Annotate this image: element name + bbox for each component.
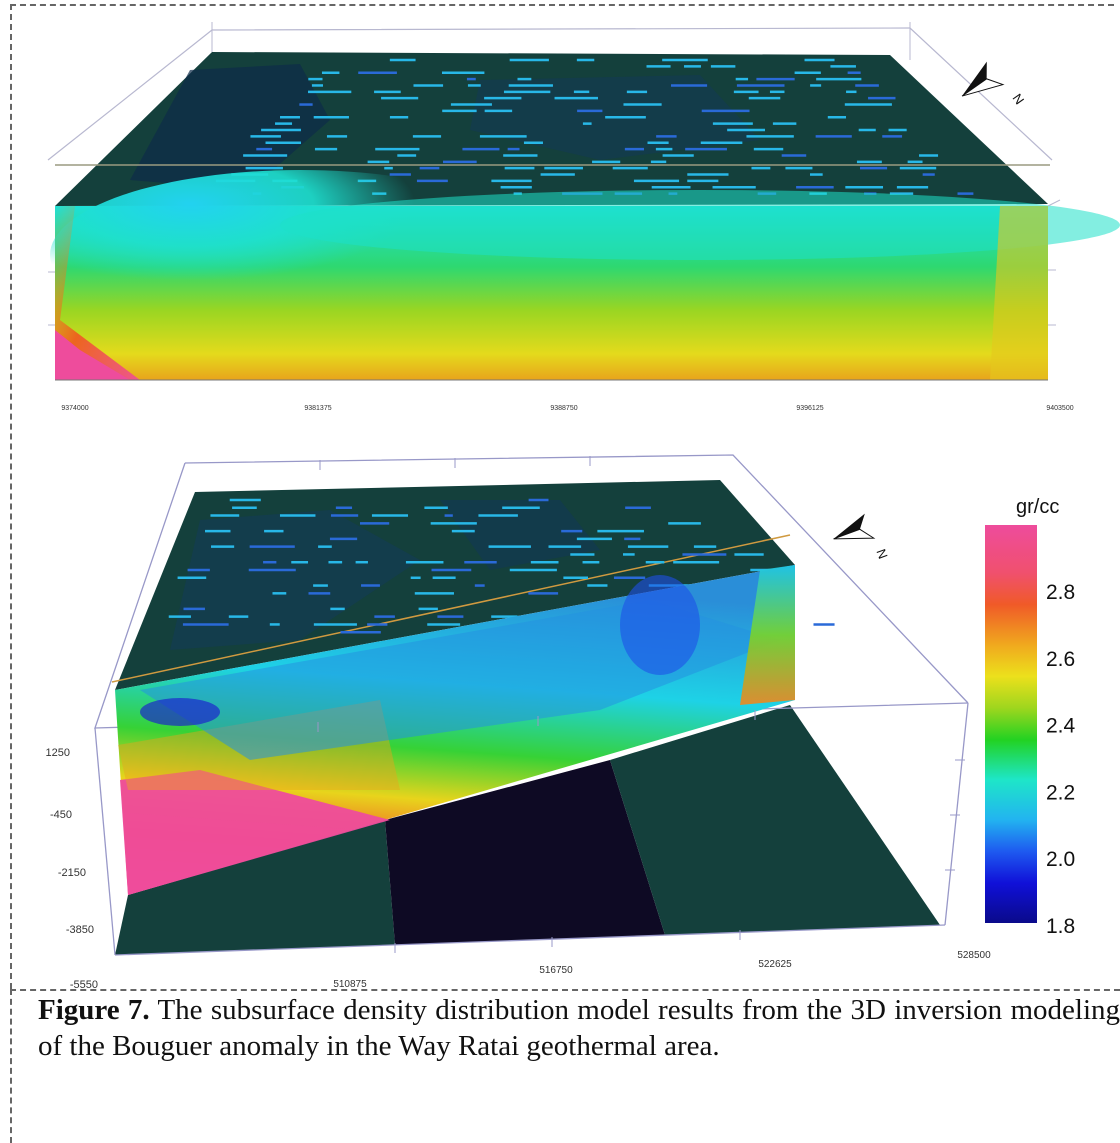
svg-text:N: N [1010,91,1028,107]
colorbar-tick-label: 1.8 [1046,915,1075,938]
colorbar-tick-label: 2.6 [1046,648,1075,671]
easting-axis: 510875 516750 522625 528500 [333,950,991,990]
svg-text:N: N [873,547,890,561]
colorbar-gradient [985,525,1037,923]
depth-tick-label: 1250 [46,747,70,759]
upper-density-block [47,22,1120,381]
colorbar-tick-label: 2.4 [1046,715,1076,738]
density-colorbar: gr/cc 2.8 2.6 2.4 2.2 2.0 1.8 [985,496,1076,938]
easting-tick-label: 522625 [758,959,792,970]
depth-tick-label: -3850 [66,924,94,936]
north-arrow-icon: N [833,513,891,561]
density-model-figure: 9374000 9381375 9388750 9396125 9403500 … [46,22,1120,990]
caption-label: Figure 7. [38,994,150,1026]
caption-left-border [10,989,12,1143]
colorbar-tick-label: 2.8 [1046,581,1075,604]
depth-tick-label: -5550 [70,979,98,990]
upper-tick-label: 9388750 [550,405,577,412]
upper-tick-label: 9403500 [1046,405,1073,412]
upper-tick-label: 9381375 [304,405,331,412]
colorbar-tick-label: 2.2 [1046,781,1075,804]
colorbar-unit: gr/cc [1016,496,1059,518]
colorbar-tick-label: 2.0 [1046,848,1075,871]
lower-density-block [94,454,969,956]
depth-tick-label: -450 [50,809,72,821]
caption-text: The subsurface density distribution mode… [38,994,1120,1062]
figure-caption: Figure 7. The subsurface density distrib… [38,992,1120,1064]
upper-tick-label: 9374000 [61,405,88,412]
easting-tick-label: 528500 [957,950,991,961]
figure-frame [10,4,1114,989]
easting-tick-label: 510875 [333,979,367,990]
upper-axis-ticks: 9374000 9381375 9388750 9396125 9403500 [61,405,1073,412]
north-arrow-icon: N [961,61,1028,107]
depth-axis: 1250 -450 -2150 -3850 -5550 [46,747,98,990]
easting-tick-label: 516750 [539,965,573,976]
depth-tick-label: -2150 [58,867,86,879]
upper-tick-label: 9396125 [796,405,823,412]
caption-separator [10,989,1120,991]
